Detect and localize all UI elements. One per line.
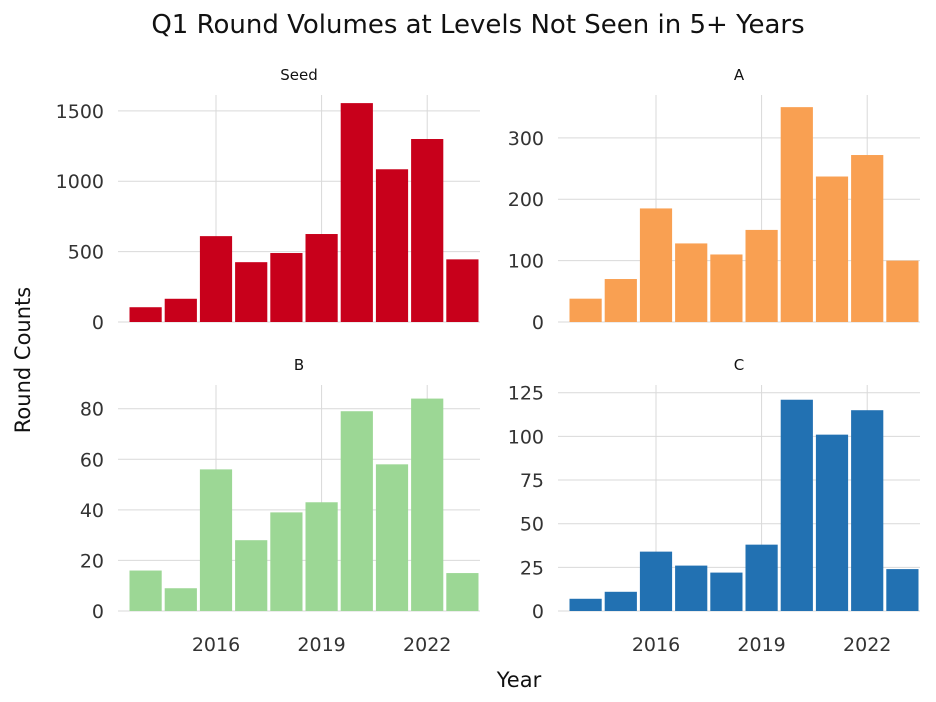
bar: [199, 236, 233, 322]
facet-b: B 0 20 40 60 80 2016 2019 2022: [80, 356, 480, 656]
bar: [340, 411, 373, 611]
x-tick-label: 2016: [192, 634, 240, 656]
bar: [780, 107, 813, 322]
bar: [815, 176, 849, 322]
chart-title: Q1 Round Volumes at Levels Not Seen in 5…: [151, 10, 804, 40]
facet-title: B: [294, 356, 304, 374]
bar: [164, 588, 197, 611]
bar: [129, 307, 162, 322]
facet-title: A: [734, 66, 745, 84]
bar: [815, 434, 849, 611]
bar: [375, 464, 409, 611]
bar: [305, 502, 338, 611]
facet-a: A 0 100 200 300: [508, 66, 920, 334]
y-tick-label: 300: [508, 128, 544, 150]
facet-c: C 0 25 50 75 100 125 2016 2019 2022: [508, 356, 920, 656]
bar: [745, 229, 778, 322]
x-tick-label: 2016: [632, 634, 680, 656]
x-tick-label: 2019: [297, 634, 345, 656]
facet-panels: Seed050010001500A0100200300B020406080201…: [56, 66, 920, 656]
bar: [886, 569, 919, 611]
y-tick-label: 100: [508, 426, 544, 448]
y-tick-label: 60: [80, 449, 104, 471]
bar: [375, 169, 409, 322]
bar: [710, 254, 743, 322]
bar: [604, 591, 637, 611]
bar: [569, 598, 602, 611]
bar: [604, 279, 637, 322]
y-tick-label: 75: [520, 470, 544, 492]
facet-title: Seed: [280, 66, 318, 84]
bar: [270, 512, 303, 611]
x-axis-label: Year: [496, 668, 542, 692]
bar: [235, 540, 268, 611]
facet-title: C: [734, 356, 744, 374]
bar: [270, 253, 303, 322]
y-tick-label: 0: [92, 601, 104, 623]
y-tick-label: 0: [92, 312, 104, 334]
x-tick-label: 2022: [403, 634, 451, 656]
y-tick-label: 500: [68, 242, 104, 264]
bar: [639, 551, 673, 611]
bar: [199, 469, 233, 611]
bar: [851, 155, 884, 322]
y-tick-label: 25: [520, 557, 544, 579]
bar: [745, 544, 778, 611]
y-tick-label: 50: [520, 514, 544, 536]
bar: [569, 298, 602, 322]
bar: [411, 398, 444, 611]
bar: [340, 103, 373, 322]
y-tick-label: 100: [508, 251, 544, 273]
y-tick-label: 80: [80, 399, 104, 421]
y-tick-label: 1500: [56, 101, 104, 123]
bar: [639, 208, 673, 322]
facet-seed: Seed 0 500 1000 1500: [56, 66, 480, 334]
bar: [305, 234, 338, 322]
bar: [675, 243, 708, 322]
y-tick-label: 40: [80, 500, 104, 522]
y-tick-label: 200: [508, 189, 544, 211]
bar: [780, 399, 813, 611]
x-tick-label: 2022: [843, 634, 891, 656]
y-tick-label: 125: [508, 383, 544, 405]
bar: [164, 298, 197, 322]
bar: [675, 565, 708, 611]
bar: [886, 260, 919, 322]
y-tick-label: 0: [532, 312, 544, 334]
bar: [446, 259, 479, 322]
bar: [235, 262, 268, 322]
bar: [129, 570, 162, 611]
bar: [411, 139, 444, 322]
y-axis-label: Round Counts: [11, 287, 35, 433]
y-tick-label: 1000: [56, 171, 104, 193]
bar: [710, 572, 743, 611]
bar: [851, 410, 884, 611]
y-tick-label: 0: [532, 601, 544, 623]
x-tick-label: 2019: [737, 634, 785, 656]
bar: [446, 573, 479, 611]
y-tick-label: 20: [80, 550, 104, 572]
